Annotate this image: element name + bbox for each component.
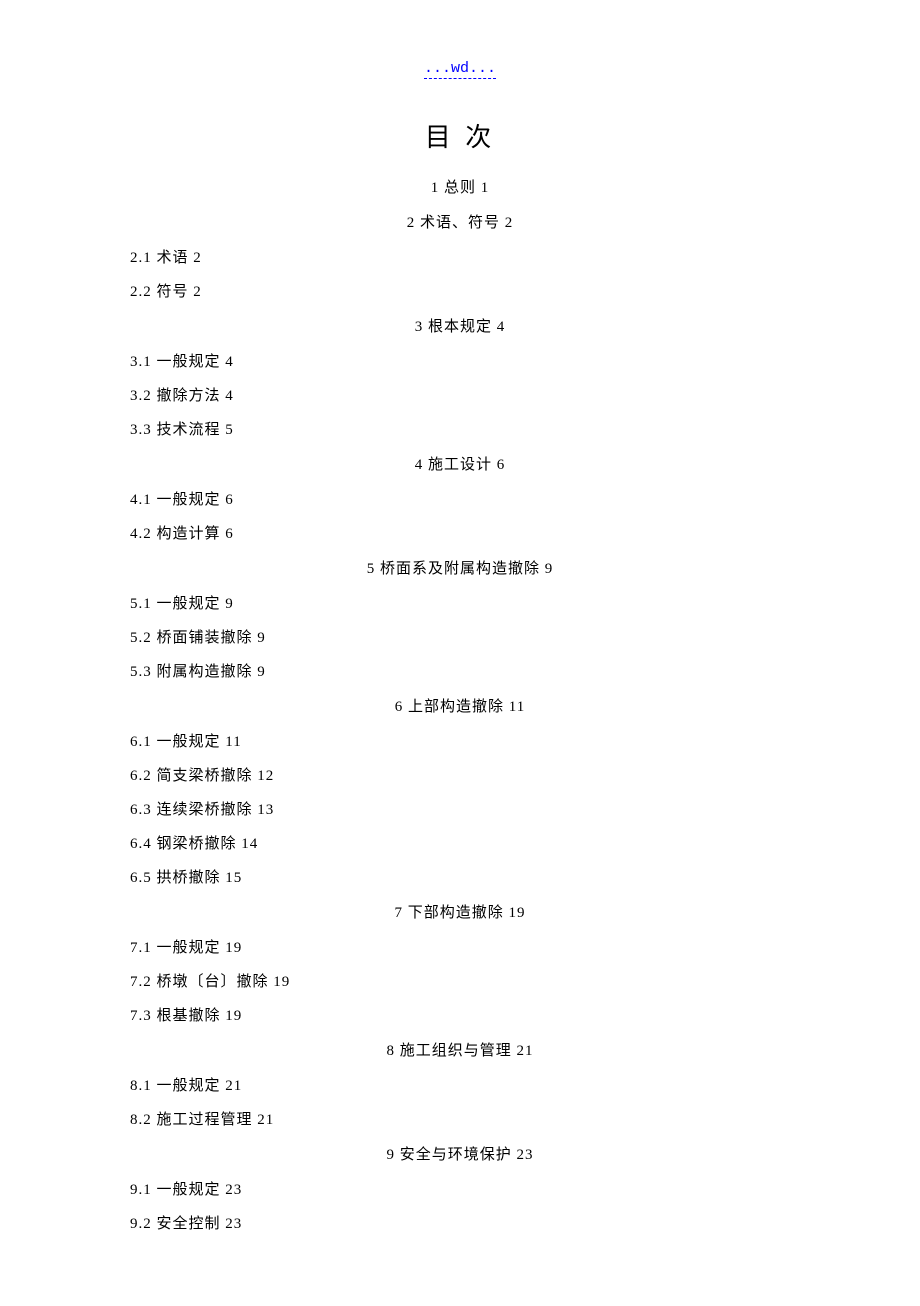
chapter-heading: 7 下部构造撤除 19 — [130, 901, 790, 922]
section-item: 3.2 撤除方法 4 — [130, 384, 790, 405]
chapter-heading: 5 桥面系及附属构造撤除 9 — [130, 557, 790, 578]
chapter-heading: 1 总则 1 — [130, 176, 790, 197]
section-item: 3.1 一般规定 4 — [130, 350, 790, 371]
chapter-heading: 4 施工设计 6 — [130, 453, 790, 474]
section-item: 6.5 拱桥撤除 15 — [130, 866, 790, 887]
section-item: 2.2 符号 2 — [130, 280, 790, 301]
header-link-text: ...wd... — [424, 60, 496, 79]
chapter-heading: 3 根本规定 4 — [130, 315, 790, 336]
header-link: ...wd... — [130, 60, 790, 77]
section-item: 4.2 构造计算 6 — [130, 522, 790, 543]
section-item: 5.1 一般规定 9 — [130, 592, 790, 613]
section-item: 8.2 施工过程管理 21 — [130, 1108, 790, 1129]
section-item: 7.3 根基撤除 19 — [130, 1004, 790, 1025]
section-item: 6.3 连续梁桥撤除 13 — [130, 798, 790, 819]
section-item: 5.2 桥面铺装撤除 9 — [130, 626, 790, 647]
chapter-heading: 9 安全与环境保护 23 — [130, 1143, 790, 1164]
section-item: 6.4 钢梁桥撤除 14 — [130, 832, 790, 853]
document-page: ...wd... 目 次 1 总则 1 2 术语、符号 2 2.1 术语 2 2… — [0, 0, 920, 1306]
section-item: 3.3 技术流程 5 — [130, 418, 790, 439]
section-item: 2.1 术语 2 — [130, 246, 790, 267]
section-item: 8.1 一般规定 21 — [130, 1074, 790, 1095]
section-item: 7.2 桥墩〔台〕撤除 19 — [130, 970, 790, 991]
section-item: 6.1 一般规定 11 — [130, 730, 790, 751]
section-item: 4.1 一般规定 6 — [130, 488, 790, 509]
section-item: 9.2 安全控制 23 — [130, 1212, 790, 1233]
section-item: 9.1 一般规定 23 — [130, 1178, 790, 1199]
section-item: 7.1 一般规定 19 — [130, 936, 790, 957]
chapter-heading: 2 术语、符号 2 — [130, 211, 790, 232]
section-item: 5.3 附属构造撤除 9 — [130, 660, 790, 681]
section-item: 6.2 简支梁桥撤除 12 — [130, 764, 790, 785]
toc-title: 目 次 — [130, 117, 790, 154]
chapter-heading: 8 施工组织与管理 21 — [130, 1039, 790, 1060]
chapter-heading: 6 上部构造撤除 11 — [130, 695, 790, 716]
